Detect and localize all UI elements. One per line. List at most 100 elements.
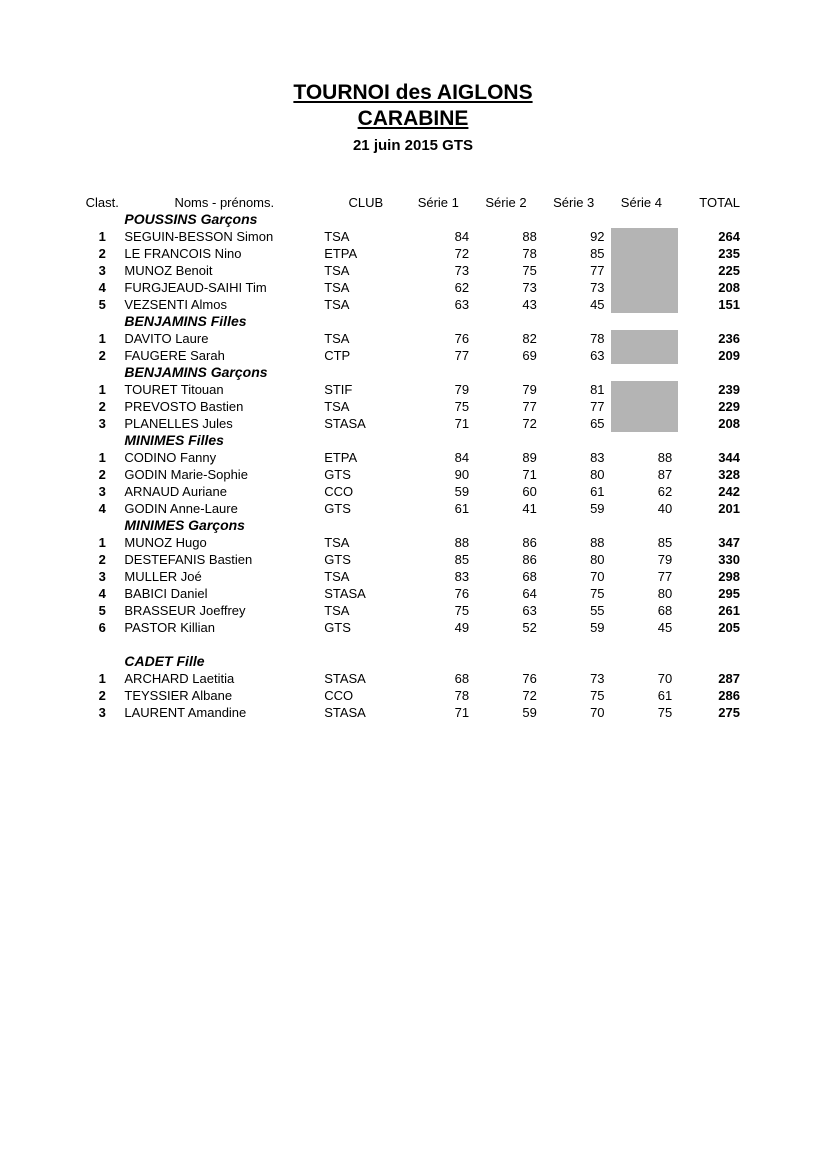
cell-s2: 60 — [475, 483, 543, 500]
cell-club: GTS — [324, 619, 407, 636]
cell-s4 — [611, 245, 679, 262]
hdr-s3: Série 3 — [543, 194, 611, 211]
cell-total: 275 — [678, 704, 746, 721]
cell-s1: 78 — [407, 687, 475, 704]
category-row: CADET Fille — [80, 653, 746, 670]
hdr-s1: Série 1 — [407, 194, 475, 211]
cell-s3: 59 — [543, 500, 611, 517]
cell-total: 287 — [678, 670, 746, 687]
cell-s1: 84 — [407, 228, 475, 245]
cell-s2: 82 — [475, 330, 543, 347]
cell-club: TSA — [324, 602, 407, 619]
spacer — [80, 636, 746, 653]
cell-s2: 69 — [475, 347, 543, 364]
cell-s1: 75 — [407, 602, 475, 619]
cell-total: 295 — [678, 585, 746, 602]
cell-name: PASTOR Killian — [124, 619, 324, 636]
cell-name: GODIN Marie-Sophie — [124, 466, 324, 483]
table-row: 5BRASSEUR JoeffreyTSA75635568261 — [80, 602, 746, 619]
category-row: BENJAMINS Filles — [80, 313, 746, 330]
cell-rank: 1 — [80, 228, 124, 245]
cell-name: MULLER Joé — [124, 568, 324, 585]
cell-s2: 63 — [475, 602, 543, 619]
table-row: 3MULLER JoéTSA83687077298 — [80, 568, 746, 585]
hdr-s2: Série 2 — [475, 194, 543, 211]
cell-name: PREVOSTO Bastien — [124, 398, 324, 415]
cell-s4: 85 — [611, 534, 679, 551]
table-row: 4FURGJEAUD-SAIHI TimTSA627373208 — [80, 279, 746, 296]
cell-rank: 2 — [80, 347, 124, 364]
cell-club: ETPA — [324, 449, 407, 466]
cell-club: STASA — [324, 585, 407, 602]
cell-club: CCO — [324, 687, 407, 704]
cell-total: 201 — [678, 500, 746, 517]
cell-name: SEGUIN-BESSON Simon — [124, 228, 324, 245]
cell-total: 330 — [678, 551, 746, 568]
title-line-2: CARABINE — [80, 106, 746, 132]
table-row: 2PREVOSTO BastienTSA757777229 — [80, 398, 746, 415]
cell-club: CCO — [324, 483, 407, 500]
cell-name: ARNAUD Auriane — [124, 483, 324, 500]
cell-s4: 61 — [611, 687, 679, 704]
cell-s3: 77 — [543, 262, 611, 279]
cell-s1: 90 — [407, 466, 475, 483]
cell-s3: 80 — [543, 551, 611, 568]
cell-name: MUNOZ Hugo — [124, 534, 324, 551]
cell-s3: 78 — [543, 330, 611, 347]
cell-s1: 85 — [407, 551, 475, 568]
cell-s1: 68 — [407, 670, 475, 687]
subtitle: 21 juin 2015 GTS — [80, 137, 746, 154]
cell-s4 — [611, 262, 679, 279]
hdr-club: CLUB — [324, 194, 407, 211]
category-label: BENJAMINS Filles — [124, 313, 324, 330]
cell-s3: 81 — [543, 381, 611, 398]
cell-s1: 88 — [407, 534, 475, 551]
cell-s4 — [611, 279, 679, 296]
cell-s2: 41 — [475, 500, 543, 517]
cell-club: TSA — [324, 398, 407, 415]
cell-s2: 71 — [475, 466, 543, 483]
page: TOURNOI des AIGLONS CARABINE 21 juin 201… — [0, 0, 826, 1169]
cell-s1: 49 — [407, 619, 475, 636]
cell-name: GODIN Anne-Laure — [124, 500, 324, 517]
cell-total: 208 — [678, 279, 746, 296]
cell-name: VEZSENTI Almos — [124, 296, 324, 313]
cell-rank: 3 — [80, 568, 124, 585]
table-row: 1DAVITO LaureTSA768278236 — [80, 330, 746, 347]
cell-s4: 68 — [611, 602, 679, 619]
cell-s4: 80 — [611, 585, 679, 602]
cell-s4 — [611, 381, 679, 398]
cell-s4: 75 — [611, 704, 679, 721]
category-label-text: CADET Fille — [124, 653, 204, 669]
cell-s2: 77 — [475, 398, 543, 415]
cell-s1: 75 — [407, 398, 475, 415]
cell-club: GTS — [324, 500, 407, 517]
cell-total: 347 — [678, 534, 746, 551]
cell-club: STASA — [324, 415, 407, 432]
cell-s2: 86 — [475, 534, 543, 551]
category-row: MINIMES Garçons — [80, 517, 746, 534]
cell-s2: 43 — [475, 296, 543, 313]
category-label-text: MINIMES Filles — [124, 432, 224, 448]
cell-rank: 5 — [80, 602, 124, 619]
cell-s3: 55 — [543, 602, 611, 619]
cell-s3: 75 — [543, 585, 611, 602]
cell-s1: 77 — [407, 347, 475, 364]
cell-s4: 79 — [611, 551, 679, 568]
category-label: MINIMES Garçons — [124, 517, 324, 534]
cell-s2: 79 — [475, 381, 543, 398]
cell-s4: 70 — [611, 670, 679, 687]
cell-rank: 2 — [80, 245, 124, 262]
cell-s2: 76 — [475, 670, 543, 687]
cell-s2: 86 — [475, 551, 543, 568]
category-label: CADET Fille — [124, 653, 324, 670]
cell-club: TSA — [324, 279, 407, 296]
cell-s2: 88 — [475, 228, 543, 245]
cell-s3: 70 — [543, 568, 611, 585]
cell-s3: 80 — [543, 466, 611, 483]
cell-total: 298 — [678, 568, 746, 585]
cell-total: 235 — [678, 245, 746, 262]
cell-s3: 85 — [543, 245, 611, 262]
cell-s3: 73 — [543, 670, 611, 687]
cell-total: 344 — [678, 449, 746, 466]
